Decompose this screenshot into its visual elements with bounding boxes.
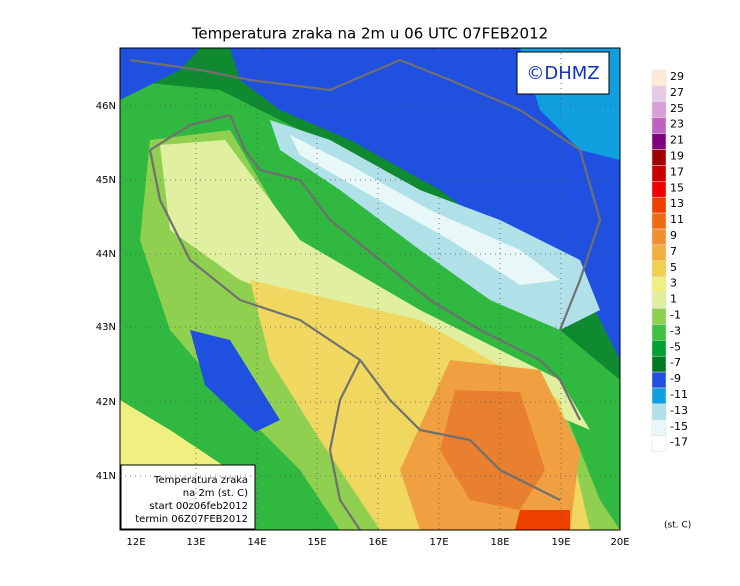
- legend-swatch: [651, 387, 667, 405]
- legend-label: 27: [670, 86, 684, 99]
- legend-label: -7: [670, 356, 681, 369]
- legend-label: 23: [670, 118, 684, 131]
- legend-swatch: [651, 308, 667, 325]
- legend-label: 21: [670, 134, 684, 147]
- legend-swatch: [651, 419, 667, 436]
- legend-label: -5: [670, 340, 681, 353]
- info-box: Temperatura zraka na 2m (st. C) start 00z0…: [120, 464, 256, 530]
- legend-swatch: [651, 117, 667, 134]
- legend-swatch: [651, 69, 667, 87]
- legend-swatch: [651, 324, 667, 341]
- legend-label: 13: [670, 197, 684, 210]
- legend-swatch: [651, 212, 667, 230]
- info-line: na 2m (st. C): [183, 488, 248, 499]
- map: [119, 47, 621, 531]
- lat-label: 43N: [96, 322, 116, 333]
- legend-label: -15: [670, 420, 688, 433]
- legend-label: 19: [670, 150, 684, 163]
- legend-label: -11: [670, 388, 688, 401]
- legend-label: 15: [670, 181, 684, 194]
- lon-label: 18E: [490, 537, 509, 548]
- lat-label: 41N: [96, 471, 116, 482]
- lat-label: 42N: [96, 397, 116, 408]
- info-line: Temperatura zraka: [153, 475, 248, 486]
- legend-swatch: [651, 133, 667, 150]
- legend-swatch: [651, 181, 667, 198]
- legend-label: 29: [670, 70, 684, 83]
- lat-label: 45N: [96, 175, 116, 186]
- logo: ©DHMZ: [526, 63, 599, 84]
- lon-label: 16E: [368, 537, 387, 548]
- legend-swatch: [651, 165, 667, 182]
- lat-label: 46N: [96, 101, 116, 112]
- legend-label: 25: [670, 102, 684, 115]
- title: Temperatura zraka na 2m u 06 UTC 07FEB20…: [191, 25, 548, 43]
- logo-box: [516, 51, 610, 95]
- legend-swatch: [651, 292, 667, 309]
- lon-label: 17E: [429, 537, 448, 548]
- lon-label: 14E: [247, 537, 266, 548]
- legend-label: 5: [670, 261, 677, 274]
- legend-label: 1: [670, 293, 677, 306]
- legend-swatch: [651, 196, 667, 214]
- lon-label: 20E: [610, 537, 629, 548]
- legend-label: -17: [670, 436, 688, 449]
- legend-label: 7: [670, 245, 677, 258]
- lon-label: 12E: [126, 537, 145, 548]
- legend-swatch: [651, 85, 667, 103]
- lon-label: 15E: [307, 537, 326, 548]
- lat-label: 44N: [96, 249, 116, 260]
- legend-swatch: [651, 276, 667, 293]
- legend-swatch: [651, 340, 667, 357]
- legend-label: -1: [670, 309, 681, 322]
- legend-swatch: [651, 228, 667, 246]
- legend-label: 11: [670, 213, 684, 226]
- legend-label: 9: [670, 229, 677, 242]
- legend-swatch: [651, 101, 667, 118]
- legend-label: 17: [670, 165, 684, 178]
- legend-label: -13: [670, 404, 688, 417]
- legend-swatch: [651, 355, 667, 373]
- legend-swatch: [651, 244, 667, 262]
- lon-label: 19E: [551, 537, 570, 548]
- legend-label: 3: [670, 277, 677, 290]
- legend-swatch: [651, 371, 667, 389]
- legend-unit: (st. C): [664, 521, 691, 531]
- legend-swatch: [651, 403, 667, 421]
- lon-label: 13E: [186, 537, 205, 548]
- info-line: termin 06Z07FEB2012: [135, 514, 248, 525]
- legend-swatch: [651, 149, 667, 166]
- legend-label: -3: [670, 324, 681, 337]
- legend-label: -9: [670, 372, 681, 385]
- info-line: start 00z06feb2012: [149, 501, 248, 512]
- legend-swatch: [651, 260, 667, 277]
- legend-swatch: [651, 435, 667, 452]
